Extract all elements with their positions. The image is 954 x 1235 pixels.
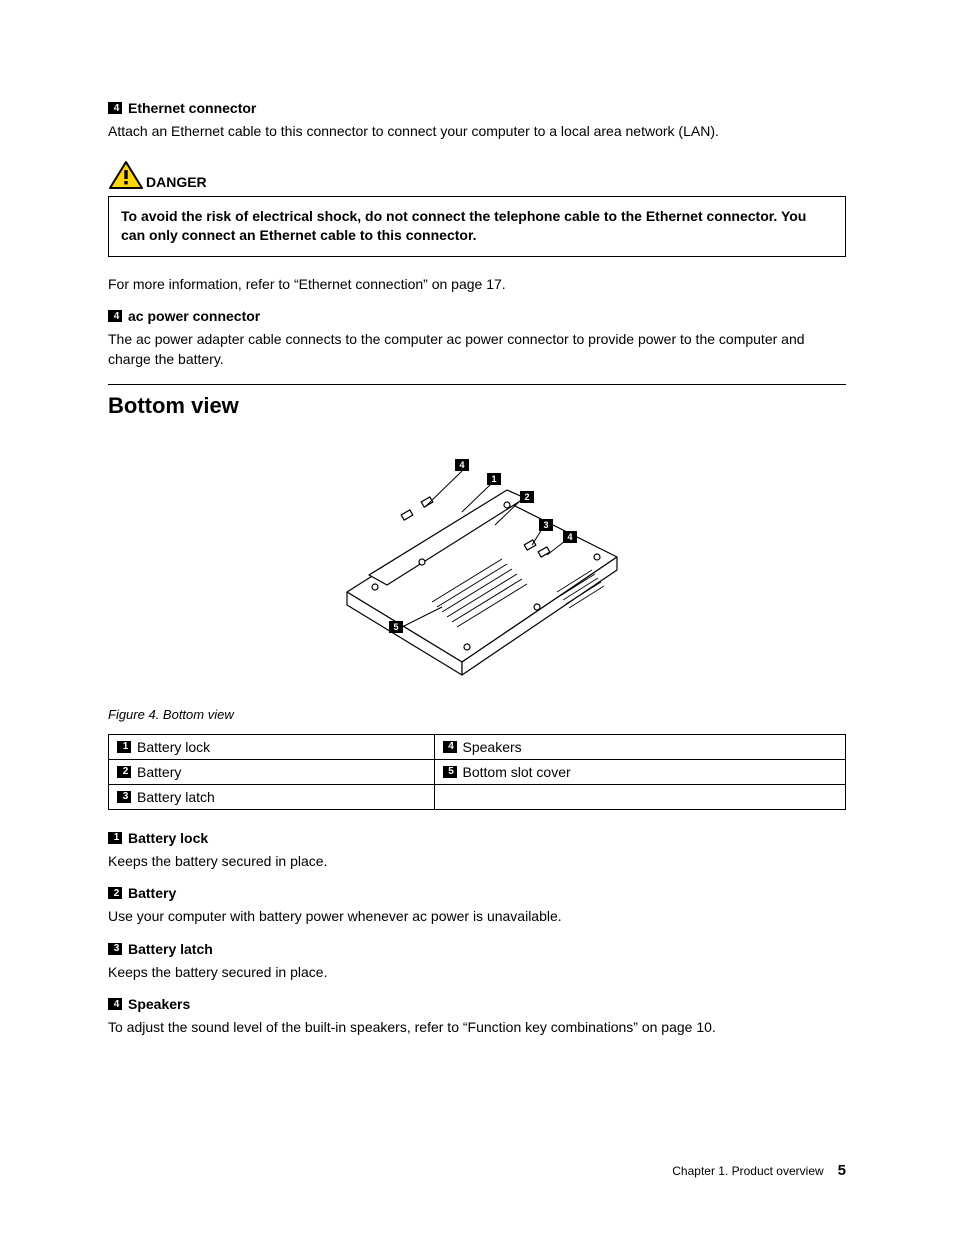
page: 4 Ethernet connector Attach an Ethernet … [0, 0, 954, 1235]
danger-label: DANGER [146, 174, 207, 190]
table-row: 3 Battery latch [109, 784, 846, 809]
table-row: 2 Battery 5 Bottom slot cover [109, 759, 846, 784]
svg-text:2: 2 [524, 492, 529, 502]
svg-text:4: 4 [459, 460, 464, 470]
danger-box: To avoid the risk of electrical shock, d… [108, 196, 846, 257]
main-heading: Bottom view [108, 393, 846, 419]
badge-icon: 5 [443, 766, 457, 778]
callout-table: 1 Battery lock 4 Speakers 2 Battery 5 Bottom… [108, 734, 846, 810]
badge-icon: 4 [108, 102, 122, 114]
desc-title: Battery latch [128, 941, 213, 957]
badge-icon: 4 [108, 310, 122, 322]
footer-pagenum: 5 [838, 1162, 846, 1179]
descriptions: 1 Battery lock Keeps the battery secured i… [108, 830, 846, 1038]
bottom-view-diagram: 4 1 2 3 4 5 [307, 437, 647, 697]
badge-icon: 4 [443, 741, 457, 753]
svg-text:4: 4 [567, 532, 572, 542]
page-footer: Chapter 1. Product overview 5 [672, 1162, 846, 1179]
desc-body: Keeps the battery secured in place. [108, 852, 846, 872]
footer-chapter: Chapter 1. Product overview [672, 1164, 823, 1178]
desc-title: Battery [128, 885, 176, 901]
badge-icon: 1 [108, 832, 122, 844]
danger-header: DANGER [108, 160, 846, 190]
svg-text:3: 3 [543, 520, 548, 530]
desc-body: Use your computer with battery power whe… [108, 907, 846, 927]
acpower-heading: 4 ac power connector [108, 308, 846, 324]
divider [108, 384, 846, 385]
desc-title: Speakers [128, 996, 190, 1012]
badge-icon: 3 [117, 791, 131, 803]
svg-text:5: 5 [393, 622, 398, 632]
badge-icon: 1 [117, 741, 131, 753]
desc-heading: 4 Speakers [108, 996, 846, 1012]
desc-body: Keeps the battery secured in place. [108, 963, 846, 983]
badge-icon: 4 [108, 998, 122, 1010]
cell-label: Speakers [463, 739, 522, 755]
desc-title: Battery lock [128, 830, 208, 846]
warning-icon [108, 160, 144, 190]
figure-wrap: 4 1 2 3 4 5 [108, 437, 846, 697]
desc-heading: 1 Battery lock [108, 830, 846, 846]
cell-label: Battery lock [137, 739, 210, 755]
ethernet-body: Attach an Ethernet cable to this connect… [108, 122, 846, 142]
table-row: 1 Battery lock 4 Speakers [109, 734, 846, 759]
cell-label: Battery latch [137, 789, 215, 805]
cell-label: Battery [137, 764, 181, 780]
badge-icon: 3 [108, 943, 122, 955]
desc-heading: 3 Battery latch [108, 941, 846, 957]
more-info-text: For more information, refer to “Ethernet… [108, 275, 846, 295]
badge-icon: 2 [108, 887, 122, 899]
acpower-title: ac power connector [128, 308, 260, 324]
ethernet-title: Ethernet connector [128, 100, 256, 116]
cell-label: Bottom slot cover [463, 764, 571, 780]
acpower-body: The ac power adapter cable connects to t… [108, 330, 846, 369]
desc-heading: 2 Battery [108, 885, 846, 901]
desc-body: To adjust the sound level of the built-i… [108, 1018, 846, 1038]
ethernet-heading: 4 Ethernet connector [108, 100, 846, 116]
svg-text:1: 1 [491, 474, 496, 484]
figure-caption: Figure 4. Bottom view [108, 707, 846, 722]
badge-icon: 2 [117, 766, 131, 778]
